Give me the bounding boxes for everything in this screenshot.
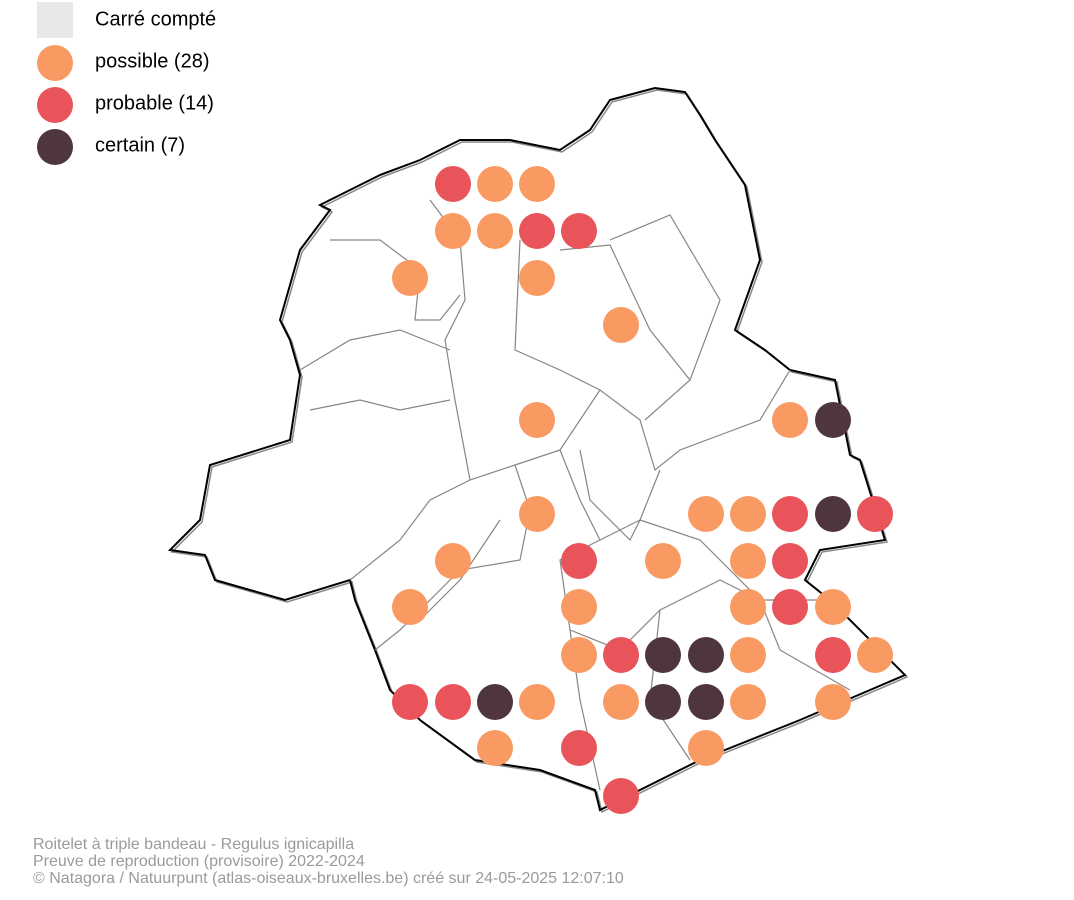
atlas-dot [815,589,851,625]
atlas-dot [435,543,471,579]
atlas-dot [730,637,766,673]
atlas-dot [772,496,808,532]
atlas-dot [730,589,766,625]
atlas-dot [519,166,555,202]
legend-swatch [37,45,73,81]
footer-line: Roitelet à triple bandeau - Regulus igni… [33,836,354,853]
atlas-dot [477,684,513,720]
atlas-dot [519,402,555,438]
atlas-dot [435,684,471,720]
atlas-dot [645,637,681,673]
atlas-dot [561,543,597,579]
atlas-dot [435,166,471,202]
footer: Roitelet à triple bandeau - Regulus igni… [33,836,624,887]
legend: Carré compté possible (28) probable (14) ce… [37,2,216,165]
atlas-dot [435,213,471,249]
legend-swatch [37,2,73,38]
atlas-dot [772,402,808,438]
legend-label: possible (28) [95,50,210,72]
atlas-dot [857,637,893,673]
atlas-dot [603,307,639,343]
atlas-dot [561,730,597,766]
atlas-dot [519,496,555,532]
atlas-dot [392,589,428,625]
atlas-dot [645,684,681,720]
atlas-dot [603,637,639,673]
region-outline [167,86,907,812]
atlas-dot [730,684,766,720]
atlas-dot [519,213,555,249]
footer-line: © Natagora / Natuurpunt (atlas-oiseaux-b… [33,870,624,887]
atlas-dot [561,637,597,673]
municipality-borders [299,199,851,791]
atlas-dot [688,637,724,673]
atlas-dot [392,260,428,296]
atlas-dot [772,543,808,579]
legend-swatch [37,87,73,123]
footer-line: Preuve de reproduction (provisoire) 2022… [33,853,365,870]
atlas-dot [561,589,597,625]
atlas-dot [392,684,428,720]
legend-label: Carré compté [95,8,216,30]
atlas-dot [815,684,851,720]
atlas-dot [561,213,597,249]
legend-label: probable (14) [95,92,214,114]
atlas-dot [645,543,681,579]
atlas-dot [519,260,555,296]
legend-label: certain (7) [95,134,185,156]
atlas-squares [392,166,893,814]
atlas-dot [815,637,851,673]
atlas-dot [730,496,766,532]
atlas-dot [519,684,555,720]
atlas-dot [730,543,766,579]
atlas-dot [477,730,513,766]
atlas-dot [603,778,639,814]
atlas-dot [688,684,724,720]
atlas-dot [688,730,724,766]
legend-swatch [37,129,73,165]
atlas-dot [603,684,639,720]
atlas-dot [477,166,513,202]
atlas-dot [857,496,893,532]
atlas-dot [815,496,851,532]
atlas-dot [815,402,851,438]
atlas-dot [688,496,724,532]
atlas-dot [772,589,808,625]
atlas-dot [477,213,513,249]
